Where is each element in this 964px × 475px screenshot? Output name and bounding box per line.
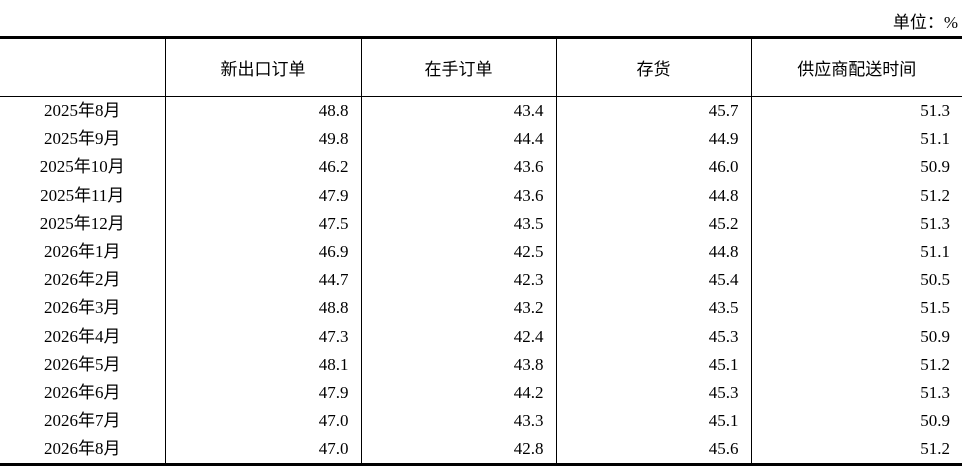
cell-value: 44.9 xyxy=(555,125,751,154)
table-row: 2026年4月 47.3 42.4 45.3 50.9 xyxy=(0,322,962,351)
cell-value: 47.3 xyxy=(164,322,361,351)
row-label: 2026年1月 xyxy=(44,242,121,262)
table-row: 2026年6月 47.9 44.2 45.3 51.3 xyxy=(0,378,962,408)
row-label: 2026年2月 xyxy=(44,270,121,290)
cell-value: 43.6 xyxy=(360,153,556,182)
header-row: 新出口订单 在手订单 存货 供应商配送时间 xyxy=(0,37,962,97)
cell-value: 51.2 xyxy=(750,350,962,379)
cell-value: 42.5 xyxy=(360,237,556,267)
table-row: 2026年8月 47.0 42.8 45.6 51.2 xyxy=(0,435,962,465)
column-header: 新出口订单 xyxy=(164,37,361,97)
cell-value: 51.1 xyxy=(750,237,962,267)
table-row: 2026年7月 47.0 43.3 45.1 50.9 xyxy=(0,407,962,436)
cell-value: 43.6 xyxy=(360,181,556,210)
cell-value: 45.1 xyxy=(555,407,751,436)
cell-value: 51.3 xyxy=(750,96,962,126)
cell-value: 51.3 xyxy=(750,209,962,238)
column-header: 在手订单 xyxy=(360,37,556,97)
table-body: 2025年8月 48.8 43.4 45.7 51.3 2025年9月 49.8 44.4 44… xyxy=(0,96,962,465)
cell-value: 48.1 xyxy=(164,350,361,379)
table-row: 2025年12月 47.5 43.5 45.2 51.3 xyxy=(0,209,962,238)
row-label: 2025年12月 xyxy=(39,213,125,233)
cell-value: 47.9 xyxy=(164,181,361,210)
row-label: 2026年7月 xyxy=(44,411,121,431)
row-label: 2026年6月 xyxy=(44,382,121,402)
table-row: 2025年9月 49.8 44.4 44.9 51.1 xyxy=(0,125,962,154)
cell-value: 42.3 xyxy=(360,266,556,295)
cell-value: 46.0 xyxy=(555,153,751,182)
row-label: 2025年8月 xyxy=(44,101,121,121)
cell-value: 45.3 xyxy=(555,322,751,351)
cell-value: 47.9 xyxy=(164,378,361,408)
cell-value: 51.1 xyxy=(750,125,962,154)
row-label: 2026年3月 xyxy=(44,298,121,318)
column-header: 供应商配送时间 xyxy=(750,37,962,97)
cell-value: 50.9 xyxy=(750,153,962,182)
cell-value: 50.5 xyxy=(750,266,962,295)
cell-value: 47.5 xyxy=(164,209,361,238)
table-row: 2025年11月 47.9 43.6 44.8 51.2 xyxy=(0,181,962,210)
cell-value: 51.2 xyxy=(750,181,962,210)
cell-value: 44.2 xyxy=(360,378,556,408)
cell-value: 45.6 xyxy=(555,435,751,465)
cell-value: 45.3 xyxy=(555,378,751,408)
cell-value: 47.0 xyxy=(164,435,361,465)
row-label: 2025年10月 xyxy=(39,157,125,177)
cell-value: 51.3 xyxy=(750,378,962,408)
cell-value: 44.7 xyxy=(164,266,361,295)
cell-value: 51.2 xyxy=(750,435,962,465)
cell-value: 50.9 xyxy=(750,407,962,436)
cell-value: 44.8 xyxy=(555,237,751,267)
cell-value: 51.5 xyxy=(750,294,962,323)
cell-value: 49.8 xyxy=(164,125,361,154)
table-row: 2025年8月 48.8 43.4 45.7 51.3 xyxy=(0,96,962,126)
row-label: 2026年5月 xyxy=(44,354,121,374)
cell-value: 42.8 xyxy=(360,435,556,465)
cell-value: 45.7 xyxy=(555,96,751,126)
cell-value: 45.2 xyxy=(555,209,751,238)
cell-value: 46.2 xyxy=(164,153,361,182)
row-label: 2026年4月 xyxy=(44,326,121,346)
row-label: 2025年9月 xyxy=(44,129,121,149)
table-row: 2026年1月 46.9 42.5 44.8 51.1 xyxy=(0,237,962,267)
cell-value: 48.8 xyxy=(164,294,361,323)
cell-value: 48.8 xyxy=(164,96,361,126)
table-row: 2025年10月 46.2 43.6 46.0 50.9 xyxy=(0,153,962,182)
cell-value: 43.5 xyxy=(555,294,751,323)
data-table: 新出口订单 在手订单 存货 供应商配送时间 2025年8月 48.8 43.4 45.7 51… xyxy=(0,36,962,467)
cell-value: 47.0 xyxy=(164,407,361,436)
cell-value: 45.4 xyxy=(555,266,751,295)
cell-value: 44.8 xyxy=(555,181,751,210)
column-header: 存货 xyxy=(555,37,751,97)
cell-value: 50.9 xyxy=(750,322,962,351)
cell-value: 46.9 xyxy=(164,237,361,267)
column-header xyxy=(0,37,165,97)
table-row: 2026年5月 48.1 43.8 45.1 51.2 xyxy=(0,350,962,379)
table-row: 2026年2月 44.7 42.3 45.4 50.5 xyxy=(0,266,962,295)
cell-value: 43.4 xyxy=(360,96,556,126)
row-label: 2026年8月 xyxy=(44,439,121,459)
cell-value: 43.2 xyxy=(360,294,556,323)
cell-value: 45.1 xyxy=(555,350,751,379)
row-label: 2025年11月 xyxy=(40,185,125,205)
cell-value: 43.3 xyxy=(360,407,556,436)
table-row: 2026年3月 48.8 43.2 43.5 51.5 xyxy=(0,294,962,323)
unit-label: 单位：% xyxy=(892,13,958,32)
cell-value: 44.4 xyxy=(360,125,556,154)
cell-value: 43.8 xyxy=(360,350,556,379)
cell-value: 42.4 xyxy=(360,322,556,351)
cell-value: 43.5 xyxy=(360,209,556,238)
